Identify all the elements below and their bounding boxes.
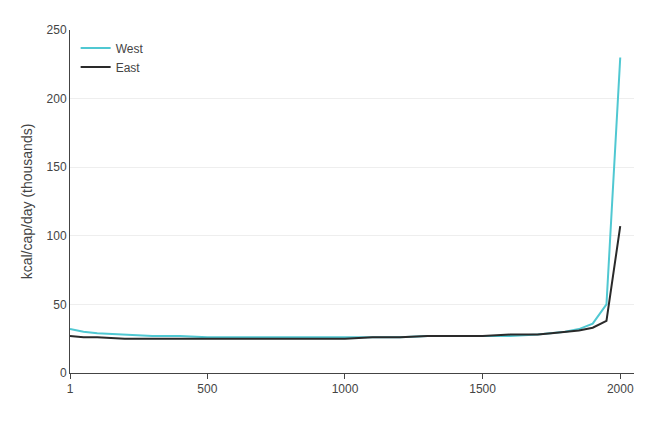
svg-text:250: 250 xyxy=(47,23,67,37)
svg-text:2000: 2000 xyxy=(607,382,634,396)
svg-text:East: East xyxy=(116,61,141,75)
svg-text:1: 1 xyxy=(67,382,74,396)
svg-text:0: 0 xyxy=(60,366,67,380)
svg-text:200: 200 xyxy=(47,92,67,106)
svg-text:1500: 1500 xyxy=(469,382,496,396)
svg-text:500: 500 xyxy=(197,382,217,396)
svg-text:1000: 1000 xyxy=(332,382,359,396)
svg-text:100: 100 xyxy=(47,229,67,243)
svg-text:50: 50 xyxy=(53,298,67,312)
svg-text:kcal/cap/day (thousands): kcal/cap/day (thousands) xyxy=(19,124,35,280)
svg-text:West: West xyxy=(116,42,144,56)
svg-text:150: 150 xyxy=(47,160,67,174)
